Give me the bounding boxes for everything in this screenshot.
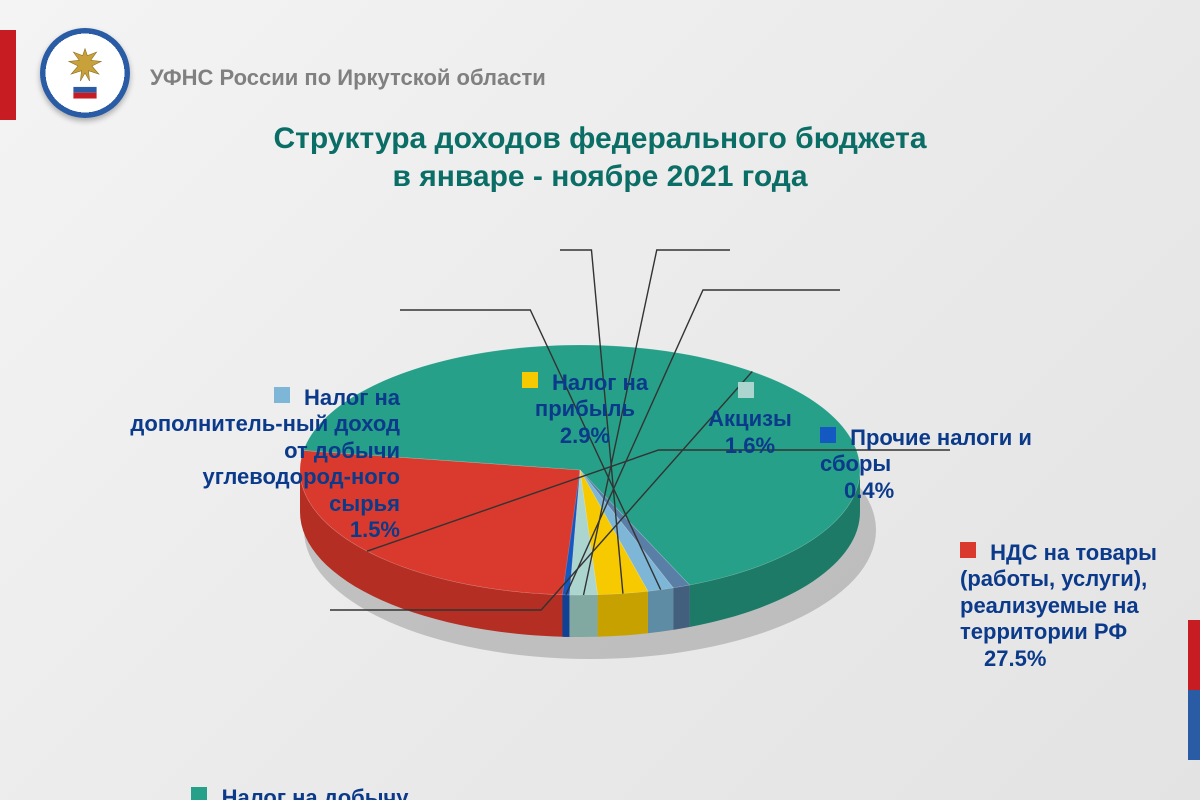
label-excise: Акцизы 1.6% (700, 380, 800, 459)
marker-excise-icon (738, 382, 754, 398)
accent-left-red (0, 30, 16, 120)
org-name: УФНС России по Иркутской области (150, 65, 546, 91)
label-vat: НДС на товары (работы, услуги), реализуе… (960, 540, 1170, 672)
org-logo (40, 28, 130, 118)
label-excise-value: 1.6% (725, 433, 775, 458)
label-other-text: Прочие налоги и сборы (820, 425, 1032, 476)
label-mining: Налог на добычу полезных ископаемых 66.1… (170, 785, 430, 800)
marker-mining-icon (191, 787, 207, 800)
label-mining-text: Налог на добычу полезных ископаемых (176, 785, 424, 800)
label-profit-tax-text: Налог на прибыль (535, 370, 648, 421)
label-other-value: 0.4% (844, 478, 894, 503)
label-profit-tax-value: 2.9% (560, 423, 610, 448)
label-hydrocarbon: Налог на дополнитель-ный доход от добычи… (130, 385, 400, 543)
chart-title-line1: Структура доходов федерального бюджета (273, 122, 926, 155)
label-vat-text: НДС на товары (работы, услуги), реализуе… (960, 540, 1157, 644)
marker-profit-tax-icon (522, 372, 538, 388)
label-profit-tax: Налог на прибыль 2.9% (510, 370, 660, 449)
marker-vat-icon (960, 542, 976, 558)
marker-hydrocarbon-icon (274, 387, 290, 403)
label-vat-value: 27.5% (984, 646, 1046, 671)
label-other: Прочие налоги и сборы 0.4% (820, 425, 1050, 504)
label-excise-text: Акцизы (708, 406, 792, 431)
marker-other-icon (820, 427, 836, 443)
pie-chart: Налог на прибыль 2.9% Акцизы 1.6% Прочие… (0, 180, 1200, 780)
label-hydrocarbon-value: 1.5% (350, 517, 400, 542)
label-hydrocarbon-text: Налог на дополнитель-ный доход от добычи… (130, 385, 400, 516)
